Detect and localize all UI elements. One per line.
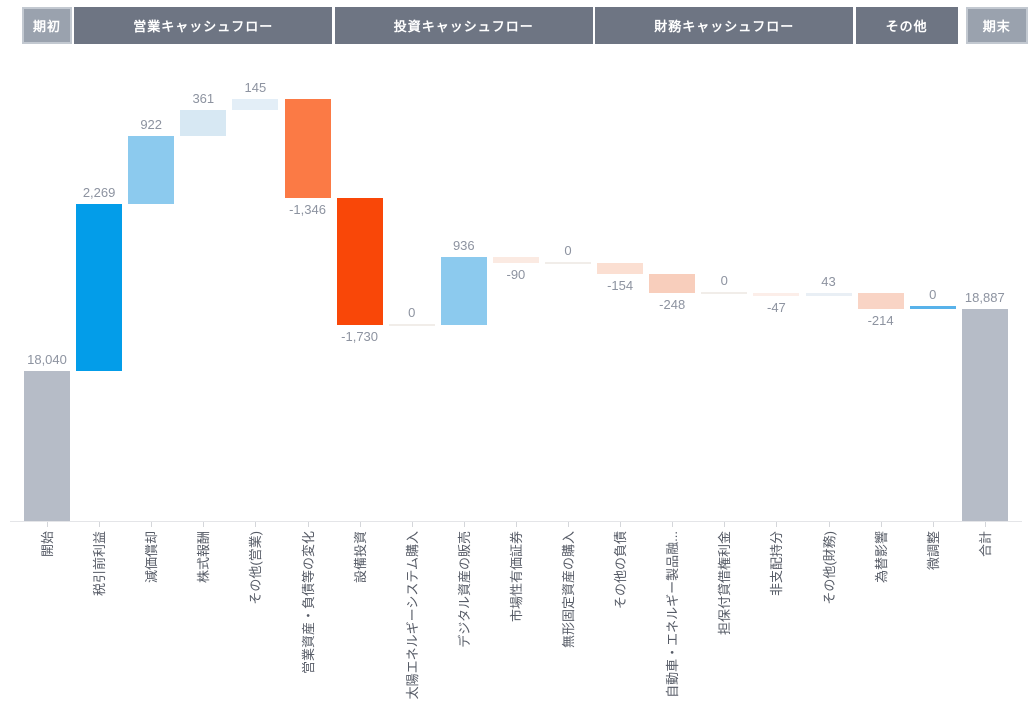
waterfall-bar[interactable] [597,263,644,275]
waterfall-bar[interactable] [909,306,956,310]
axis-tick [411,522,413,527]
category-label: 営業資産・負債等の変化 [300,531,316,675]
waterfall-bar[interactable] [284,99,331,199]
value-label: 361 [192,90,215,106]
x-axis-line [10,521,1022,522]
axis-tick [359,522,361,527]
category-label: デジタル資産の販売 [456,531,472,648]
category-label: 微調整 [925,531,941,571]
flow-group-header-segment[interactable]: 財務キャッシュフロー [595,7,854,44]
value-label: -1,346 [289,202,326,218]
value-label: -248 [659,296,686,312]
value-label: 18,040 [27,351,67,367]
flow-group-label: 営業キャッシュフロー [133,19,274,34]
axis-tick [724,522,726,527]
category-label: 太陽エネルギーシステム購入 [404,531,420,700]
category-label: 開始 [40,531,55,558]
value-label: -154 [607,278,634,294]
waterfall-bar[interactable] [753,292,800,297]
value-label: 145 [244,80,267,96]
category-label: 設備投資 [352,531,368,584]
axis-tick [463,522,465,527]
axis-tick [672,522,674,527]
axis-tick [47,522,48,527]
axis-tick [932,522,934,527]
waterfall-bar[interactable] [128,136,175,205]
category-label: 無形固定資産の購入 [561,531,576,649]
flow-group-header-segment[interactable]: 期初 [22,7,72,44]
waterfall-bar[interactable] [649,274,696,293]
axis-tick [568,522,569,527]
flow-group-header-segment[interactable]: その他 [855,7,958,44]
value-label: 18,887 [964,289,1005,305]
category-label: 株式報酬 [196,531,212,584]
axis-tick [99,522,101,527]
axis-tick [828,522,830,527]
axis-tick [151,522,153,527]
waterfall-bar[interactable] [24,370,70,521]
category-label: その他の負債 [613,531,629,610]
waterfall-bar[interactable] [805,292,852,297]
value-label: 2,269 [82,185,116,201]
category-label: その他(財務) [821,531,837,605]
axis-tick [307,522,309,527]
waterfall-bar[interactable] [440,256,487,326]
waterfall-bar[interactable] [76,204,123,371]
category-label: 減価償却 [144,531,160,584]
flow-group-label: 財務キャッシュフロー [654,19,795,34]
flow-group-header-segment[interactable]: 営業キャッシュフロー [74,7,333,44]
category-label: 税引前利益 [92,531,108,597]
value-label: -1,730 [341,329,379,345]
waterfall-bar[interactable] [232,99,279,110]
axis-tick [515,522,517,527]
value-label: 0 [564,243,572,259]
axis-tick [984,522,986,527]
flow-group-header-segment[interactable]: 期末 [965,7,1028,44]
flow-group-label: 投資キャッシュフロー [393,19,534,34]
waterfall-bar[interactable] [961,308,1008,521]
category-label: 自動車・エネルギー製品融... [665,531,681,698]
waterfall-bar[interactable] [492,256,539,264]
value-label: 0 [720,272,728,288]
flow-group-header-segment[interactable]: 投資キャッシュフロー [334,7,593,44]
flow-group-label: その他 [885,19,928,34]
value-label: 43 [821,273,836,289]
value-label: 936 [452,237,475,253]
category-label: 担保付貸借権利金 [717,531,733,636]
waterfall-bar[interactable] [545,262,591,265]
value-label: 922 [140,117,163,133]
axis-tick [203,522,205,527]
category-label: 非支配持分 [769,531,785,597]
axis-tick [255,522,257,527]
axis-tick [776,522,778,527]
flow-group-label: 期末 [982,19,1011,34]
category-label: 合計 [977,531,993,558]
waterfall-bar[interactable] [388,324,435,327]
axis-tick [880,522,882,527]
category-label: 市場性有価証券 [508,531,524,623]
value-label: -90 [506,267,526,283]
waterfall-bar[interactable] [701,291,748,294]
value-label: 0 [929,287,937,303]
waterfall-bar[interactable] [857,292,904,309]
waterfall-bar[interactable] [180,109,227,137]
axis-tick [620,522,622,527]
category-label: 為替影響 [873,531,889,584]
value-label: -214 [867,312,894,328]
category-label: その他(営業) [248,531,264,605]
value-label: 0 [408,305,416,321]
waterfall-bar[interactable] [336,198,383,326]
value-label: -47 [766,300,786,316]
flow-group-label: 期初 [32,19,61,34]
